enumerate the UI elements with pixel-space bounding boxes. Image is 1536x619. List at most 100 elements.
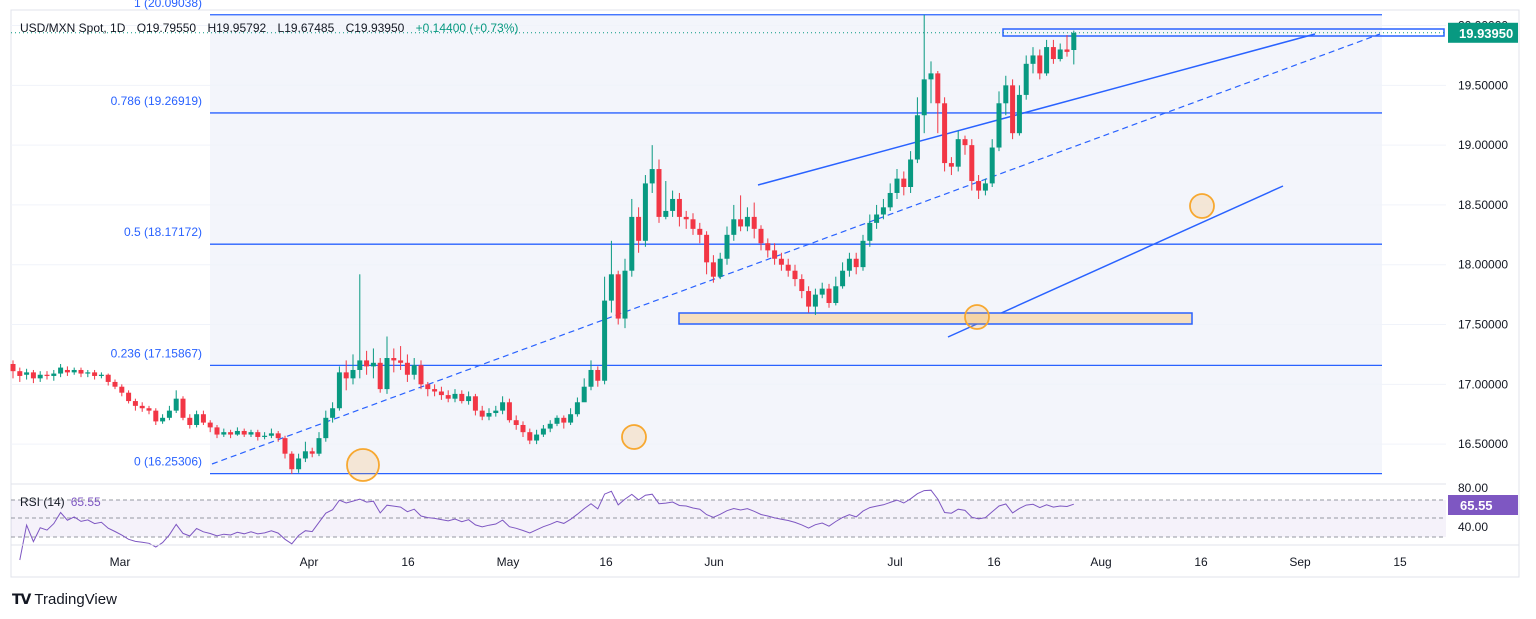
candle-body bbox=[602, 300, 608, 381]
candle-body bbox=[724, 234, 730, 259]
candle-body bbox=[418, 365, 424, 385]
candle-body bbox=[806, 291, 812, 307]
candle-body bbox=[1050, 47, 1056, 60]
dashed-trend-line bbox=[211, 33, 1381, 465]
tradingview-brand[interactable]: 𝗧𝗩 TradingView bbox=[12, 591, 117, 608]
symbol-label[interactable]: USD/MXN Spot, 1D bbox=[20, 21, 126, 35]
candle-body bbox=[1003, 85, 1009, 104]
candle-body bbox=[928, 73, 934, 80]
chart-border bbox=[10, 9, 1520, 578]
candle-body bbox=[452, 393, 458, 399]
candle-body bbox=[377, 362, 383, 390]
rsi-value-label: 65.55 bbox=[1460, 498, 1493, 513]
candle-body bbox=[85, 372, 91, 374]
last-price-tag bbox=[1448, 22, 1518, 43]
candle-body bbox=[853, 258, 859, 268]
candle-body bbox=[697, 228, 703, 235]
candle-body bbox=[432, 389, 438, 392]
candle-body bbox=[860, 240, 866, 268]
candle-body bbox=[649, 169, 655, 184]
rsi-tick-label: 40.00 bbox=[1458, 520, 1488, 534]
candle-body bbox=[554, 417, 560, 424]
candle-body bbox=[867, 222, 873, 241]
candle-body bbox=[364, 360, 370, 367]
drawing-shapes bbox=[11, 28, 1446, 482]
rsi-label[interactable]: RSI (14) bbox=[20, 495, 65, 509]
rsi-pane: 80.00 40.00 65.55 bbox=[11, 481, 1518, 561]
candle-body bbox=[908, 159, 914, 187]
price-tick-label: 17.00000 bbox=[1458, 377, 1508, 391]
time-tick-label: May bbox=[497, 555, 520, 569]
candle-body bbox=[336, 372, 342, 409]
candle-body bbox=[153, 410, 159, 422]
candle-body bbox=[880, 207, 886, 215]
candle-body bbox=[540, 428, 546, 435]
candle-body bbox=[935, 73, 941, 104]
candle-body bbox=[615, 274, 621, 319]
candle-body bbox=[370, 362, 376, 367]
candle-body bbox=[608, 274, 614, 301]
candle-body bbox=[785, 264, 791, 271]
candle-body bbox=[812, 294, 818, 307]
candle-body bbox=[425, 384, 431, 390]
candle-body bbox=[316, 438, 322, 454]
tradingview-logo-icon: 𝗧𝗩 bbox=[12, 591, 31, 607]
candle-body bbox=[71, 369, 77, 373]
candle-body bbox=[255, 432, 261, 437]
swing-low-marker bbox=[621, 424, 647, 450]
fib-level-label: 0.5 (18.17172) bbox=[124, 225, 202, 239]
candle-body bbox=[656, 169, 662, 217]
rsi-value-tag bbox=[1448, 495, 1518, 515]
candle-body bbox=[744, 216, 750, 227]
price-axis[interactable]: 20.0000019.5000019.0000018.5000018.00000… bbox=[1448, 19, 1518, 452]
candle-body bbox=[1064, 49, 1070, 52]
candle-body bbox=[901, 178, 907, 187]
candle-body bbox=[241, 430, 247, 435]
last-price-label: 19.93950 bbox=[1459, 26, 1513, 41]
candle-body bbox=[778, 258, 784, 265]
candle-body bbox=[78, 369, 84, 374]
low-value: L19.67485 bbox=[277, 21, 335, 35]
brand-name: TradingView bbox=[34, 591, 117, 608]
price-tick-label: 17.50000 bbox=[1458, 318, 1508, 332]
candle-body bbox=[955, 139, 961, 167]
candle-body bbox=[132, 401, 138, 406]
time-tick-label: 16 bbox=[1194, 555, 1208, 569]
candle-body bbox=[391, 358, 397, 361]
candle-body bbox=[92, 372, 98, 376]
candle-body bbox=[98, 374, 104, 376]
open-value: O19.79550 bbox=[136, 21, 197, 35]
candle-body bbox=[1044, 47, 1050, 74]
candle-body bbox=[792, 270, 798, 280]
candle-body bbox=[357, 360, 363, 370]
candle-body bbox=[731, 219, 737, 235]
candle-body bbox=[846, 258, 852, 271]
candle-body bbox=[234, 430, 240, 435]
candle-body bbox=[962, 139, 968, 146]
time-tick-label: 16 bbox=[599, 555, 613, 569]
candle-body bbox=[833, 286, 839, 304]
change-value: +0.14400 (+0.73%) bbox=[415, 21, 519, 35]
candle-body bbox=[683, 216, 689, 220]
candle-body bbox=[1071, 32, 1077, 51]
candle-body bbox=[574, 402, 580, 415]
candle-body bbox=[105, 374, 111, 382]
candle-body bbox=[248, 432, 254, 435]
fib-level-label: 0.786 (19.26919) bbox=[111, 94, 202, 108]
candle-body bbox=[479, 410, 485, 417]
candle-body bbox=[302, 451, 308, 459]
candle-body bbox=[629, 216, 635, 271]
candle-body bbox=[826, 288, 832, 304]
candle-body bbox=[180, 398, 186, 418]
candle-body bbox=[914, 115, 920, 160]
candle-body bbox=[160, 417, 166, 422]
candle-body bbox=[187, 417, 193, 425]
candle-body bbox=[221, 432, 227, 435]
rsi-tick-label: 80.00 bbox=[1458, 481, 1488, 495]
candle-body bbox=[398, 360, 404, 363]
time-tick-label: Jun bbox=[704, 555, 723, 569]
candle-body bbox=[996, 103, 1002, 148]
time-axis[interactable]: Mar Apr 16 May 16 Jun Jul 16 Aug 16 Sep 15 bbox=[11, 544, 1519, 569]
candles bbox=[10, 14, 1077, 475]
